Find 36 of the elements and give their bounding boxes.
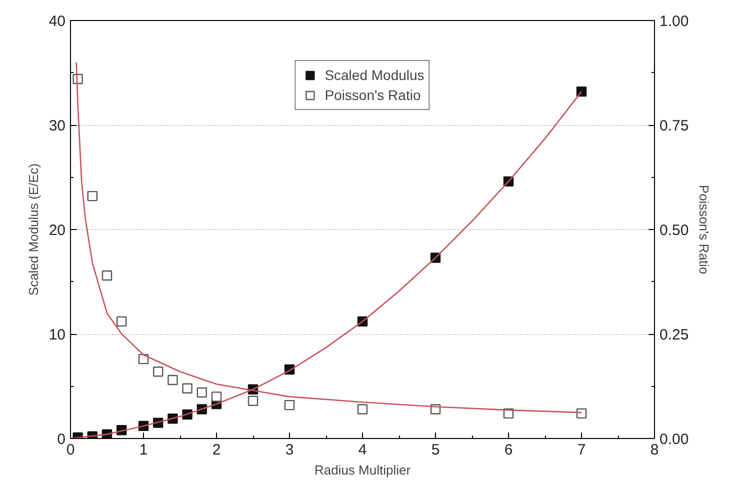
- y2-axis-title: Poisson's Ratio: [696, 184, 712, 274]
- x-tick-label: 6: [504, 442, 513, 458]
- x-tick-label: 1: [139, 442, 148, 458]
- point: [576, 86, 587, 97]
- legend-label: Poisson's Ratio: [324, 87, 421, 103]
- x-tick-label: 2: [212, 442, 221, 458]
- y2-tick-label: 0.00: [660, 431, 689, 448]
- y2-tick-label: 0.75: [660, 118, 689, 134]
- y-tick-label: 20: [48, 222, 66, 239]
- y2-tick-label: 1.00: [660, 13, 689, 30]
- point: [576, 408, 587, 419]
- y-axis-title: Scaled Modulus (E/Ec): [26, 163, 41, 296]
- point: [102, 270, 112, 281]
- point: [284, 400, 295, 410]
- x-tick-label: 3: [285, 442, 294, 458]
- x-tick-label: 5: [431, 442, 440, 458]
- point: [196, 387, 207, 398]
- point: [116, 316, 127, 327]
- point: [248, 396, 258, 406]
- y2-tick-label: 0.50: [660, 222, 689, 239]
- x-axis-title: Radius Multiplier: [314, 462, 412, 478]
- y-tick-label: 30: [48, 118, 66, 134]
- point: [211, 392, 222, 402]
- y2-tick-label: 0.25: [660, 326, 689, 344]
- y-tick-label: 0: [57, 431, 66, 448]
- point: [87, 190, 98, 202]
- point: [153, 366, 164, 377]
- x-tick-label: 4: [358, 442, 367, 458]
- point: [168, 374, 178, 386]
- y-tick-label: 10: [48, 326, 66, 344]
- y-tick-label: 40: [48, 13, 66, 30]
- legend-label: Scaled Modulus: [324, 67, 424, 83]
- point: [357, 404, 368, 414]
- x-tick-label: 7: [577, 442, 586, 458]
- x-tick-label: 8: [650, 442, 659, 458]
- point: [182, 383, 192, 394]
